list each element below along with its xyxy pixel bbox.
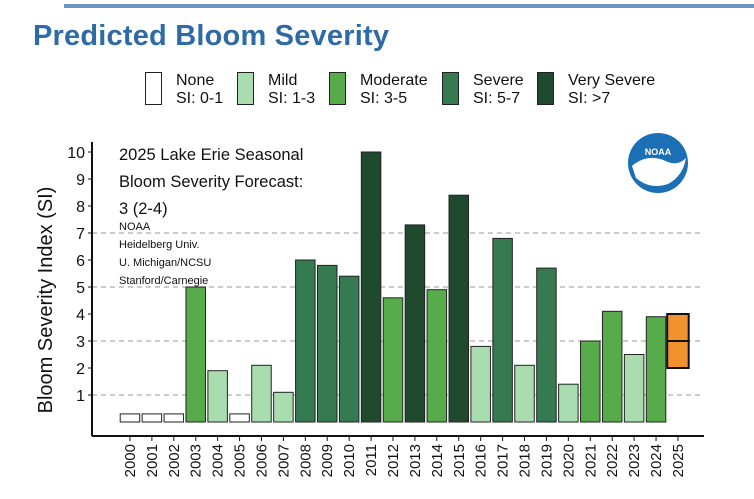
legend-range-moderate: SI: 3-5 <box>360 90 408 107</box>
source-noaa: NOAA <box>119 221 151 233</box>
legend-swatch-moderate <box>329 72 346 105</box>
annotation-line-2: Bloom Severity Forecast: <box>119 173 303 191</box>
x-tick-label-2024: 2024 <box>648 444 665 477</box>
x-tick-label-2022: 2022 <box>604 444 621 477</box>
bar-2015 <box>448 194 470 423</box>
legend-label-moderate: Moderate <box>360 72 428 89</box>
x-tick-label-2018: 2018 <box>517 444 534 477</box>
legend-swatch-mild <box>237 72 254 105</box>
annotation: 2025 Lake Erie Seasonal Bloom Severity F… <box>119 146 303 287</box>
x-tick-label-2020: 2020 <box>560 444 577 477</box>
legend-label-severe: Severe <box>473 72 524 89</box>
x-tick-label-2008: 2008 <box>297 444 314 477</box>
noaa-logo: NOAA <box>628 133 688 193</box>
x-tick-label-2010: 2010 <box>341 444 358 477</box>
bar-2007 <box>273 391 294 423</box>
source-umichigan: U. Michigan/NCSU <box>119 257 211 269</box>
x-tick-label-2021: 2021 <box>582 444 599 477</box>
legend-range-none: SI: 0-1 <box>176 90 224 107</box>
legend-range-mild: SI: 1-3 <box>268 90 316 107</box>
bar-2012 <box>382 297 404 423</box>
x-tick-label-2009: 2009 <box>319 444 336 477</box>
legend-label-none: None <box>176 72 215 89</box>
y-tick-label-7: 7 <box>76 226 85 243</box>
bar-2024 <box>645 316 667 423</box>
legend-label-very-severe: Very Severe <box>568 72 656 89</box>
x-tick-label-2014: 2014 <box>429 444 446 477</box>
legend-swatch-none <box>145 72 162 105</box>
legend-range-severe: SI: 5-7 <box>473 90 521 107</box>
x-tick-label-2011: 2011 <box>363 444 380 476</box>
bar-2002 <box>163 413 185 423</box>
bar-2014 <box>426 289 448 423</box>
annotation-line-3: 3 (2-4) <box>119 200 168 218</box>
legend-range-very-severe: SI: >7 <box>568 90 611 107</box>
bar-2005 <box>229 413 250 423</box>
x-tick-label-2019: 2019 <box>538 444 555 477</box>
bars <box>119 151 690 423</box>
bar-2001 <box>141 413 163 423</box>
x-tick-label-2025: 2025 <box>670 444 687 477</box>
y-tick-label-4: 4 <box>76 307 85 324</box>
bar-2022 <box>601 310 623 423</box>
bar-2013 <box>404 224 426 423</box>
x-tick-label-2015: 2015 <box>451 444 468 477</box>
bar-2010 <box>338 275 360 423</box>
x-tick-label-2017: 2017 <box>495 444 512 477</box>
bar-2008 <box>295 259 316 423</box>
annotation-line-1: 2025 Lake Erie Seasonal <box>119 146 303 164</box>
x-tick-label-2016: 2016 <box>473 444 490 477</box>
y-ticks: 1 2 3 4 5 6 7 8 9 10 <box>67 145 92 405</box>
y-tick-label-3: 3 <box>76 334 85 351</box>
x-tick-label-2023: 2023 <box>626 444 643 477</box>
y-tick-label-5: 5 <box>76 280 85 297</box>
bar-2009 <box>316 264 338 423</box>
x-tick-label-2012: 2012 <box>385 444 402 477</box>
legend-label-mild: Mild <box>268 72 298 89</box>
y-tick-label-8: 8 <box>76 199 85 216</box>
bar-2000 <box>119 413 141 423</box>
y-axis-label: Bloom Severity Index (SI) <box>35 187 57 414</box>
x-tick-label-2002: 2002 <box>166 444 183 477</box>
x-tick-label-2000: 2000 <box>122 444 139 477</box>
bar-2004 <box>207 370 228 423</box>
source-heidelberg: Heidelberg Univ. <box>119 239 200 251</box>
legend-swatch-severe <box>442 72 459 105</box>
y-tick-label-1: 1 <box>76 388 85 405</box>
legend-swatch-very-severe <box>537 72 554 105</box>
bar-2023 <box>623 354 645 423</box>
y-tick-label-6: 6 <box>76 253 85 270</box>
bar-2006 <box>251 364 272 423</box>
noaa-logo-bird <box>632 157 686 186</box>
x-tick-label-2006: 2006 <box>253 444 270 477</box>
y-tick-label-9: 9 <box>76 172 85 189</box>
x-tick-label-2004: 2004 <box>210 444 227 477</box>
x-tick-label-2005: 2005 <box>232 444 249 477</box>
noaa-logo-text: NOAA <box>645 147 672 157</box>
bar-2021 <box>580 340 601 423</box>
chart-title: Predicted Bloom Severity <box>33 20 390 52</box>
source-stanford: Stanford/Carnegie <box>119 275 208 287</box>
x-tick-label-2001: 2001 <box>144 444 161 477</box>
bar-2016 <box>470 345 491 423</box>
y-tick-label-2: 2 <box>76 361 85 378</box>
axes <box>91 142 704 437</box>
x-tick-label-2003: 2003 <box>188 444 205 477</box>
x-tick-label-2013: 2013 <box>407 444 424 477</box>
bar-2011 <box>360 151 382 423</box>
bar-2017 <box>492 237 513 423</box>
bar-2019 <box>536 267 557 423</box>
bar-2018 <box>514 364 535 423</box>
y-tick-label-10: 10 <box>67 145 85 162</box>
x-ticks: 2000 2001 2002 2003 2004 2005 2006 2007 2008 2009… <box>122 436 687 477</box>
top-rule <box>64 4 754 8</box>
bar-2020 <box>558 383 579 423</box>
bar-2003 <box>185 286 206 423</box>
x-tick-label-2007: 2007 <box>275 444 292 477</box>
